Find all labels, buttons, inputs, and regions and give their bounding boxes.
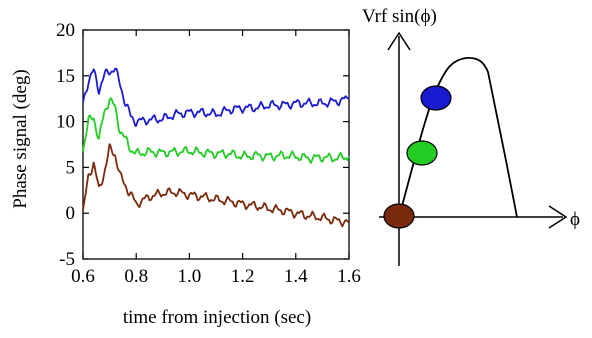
marker-brown — [383, 203, 415, 229]
y-tick-label: -5 — [59, 249, 75, 270]
plot-frame — [82, 29, 350, 260]
series-group — [82, 67, 350, 228]
y-tick-label: 20 — [56, 20, 75, 41]
y-axis-ticks: -5 0 5 10 15 20 — [56, 20, 349, 270]
y-tick-label: 10 — [56, 112, 75, 133]
x-tick-label: 1.4 — [284, 266, 308, 287]
series-line-2 — [82, 143, 350, 228]
x-axis-ticks: 0.6 0.8 1.0 1.2 1.4 1.6 — [71, 30, 361, 287]
rf-bucket-diagram: Vrf sin(ϕ) ϕ — [362, 6, 580, 266]
y-tick-label: 5 — [66, 157, 76, 178]
diagram-x-label: ϕ — [570, 209, 580, 230]
x-tick-label: 1.2 — [231, 266, 255, 287]
x-tick-label: 1.6 — [337, 266, 361, 287]
marker-green — [406, 140, 438, 166]
x-tick-label: 0.8 — [124, 266, 148, 287]
y-tick-label: 0 — [66, 203, 76, 224]
diagram-vertical-arrowhead — [387, 31, 411, 51]
series-line-1 — [82, 97, 350, 164]
phase-signal-chart: -5 0 5 10 15 20 0.6 0.8 1.0 1.2 1.4 1.6 Phase sign… — [10, 20, 361, 328]
y-axis-label: Phase signal (deg) — [10, 69, 31, 208]
y-tick-label: 15 — [56, 66, 75, 87]
diagram-y-label: Vrf sin(ϕ) — [362, 6, 437, 27]
marker-blue — [420, 85, 452, 111]
series-line-0 — [82, 67, 350, 127]
x-tick-label: 1.0 — [178, 266, 202, 287]
sine-bucket-curve — [398, 57, 518, 218]
diagram-horizontal-arrowhead — [548, 205, 568, 229]
x-tick-label: 0.6 — [71, 266, 95, 287]
x-axis-label: time from injection (sec) — [123, 307, 311, 328]
